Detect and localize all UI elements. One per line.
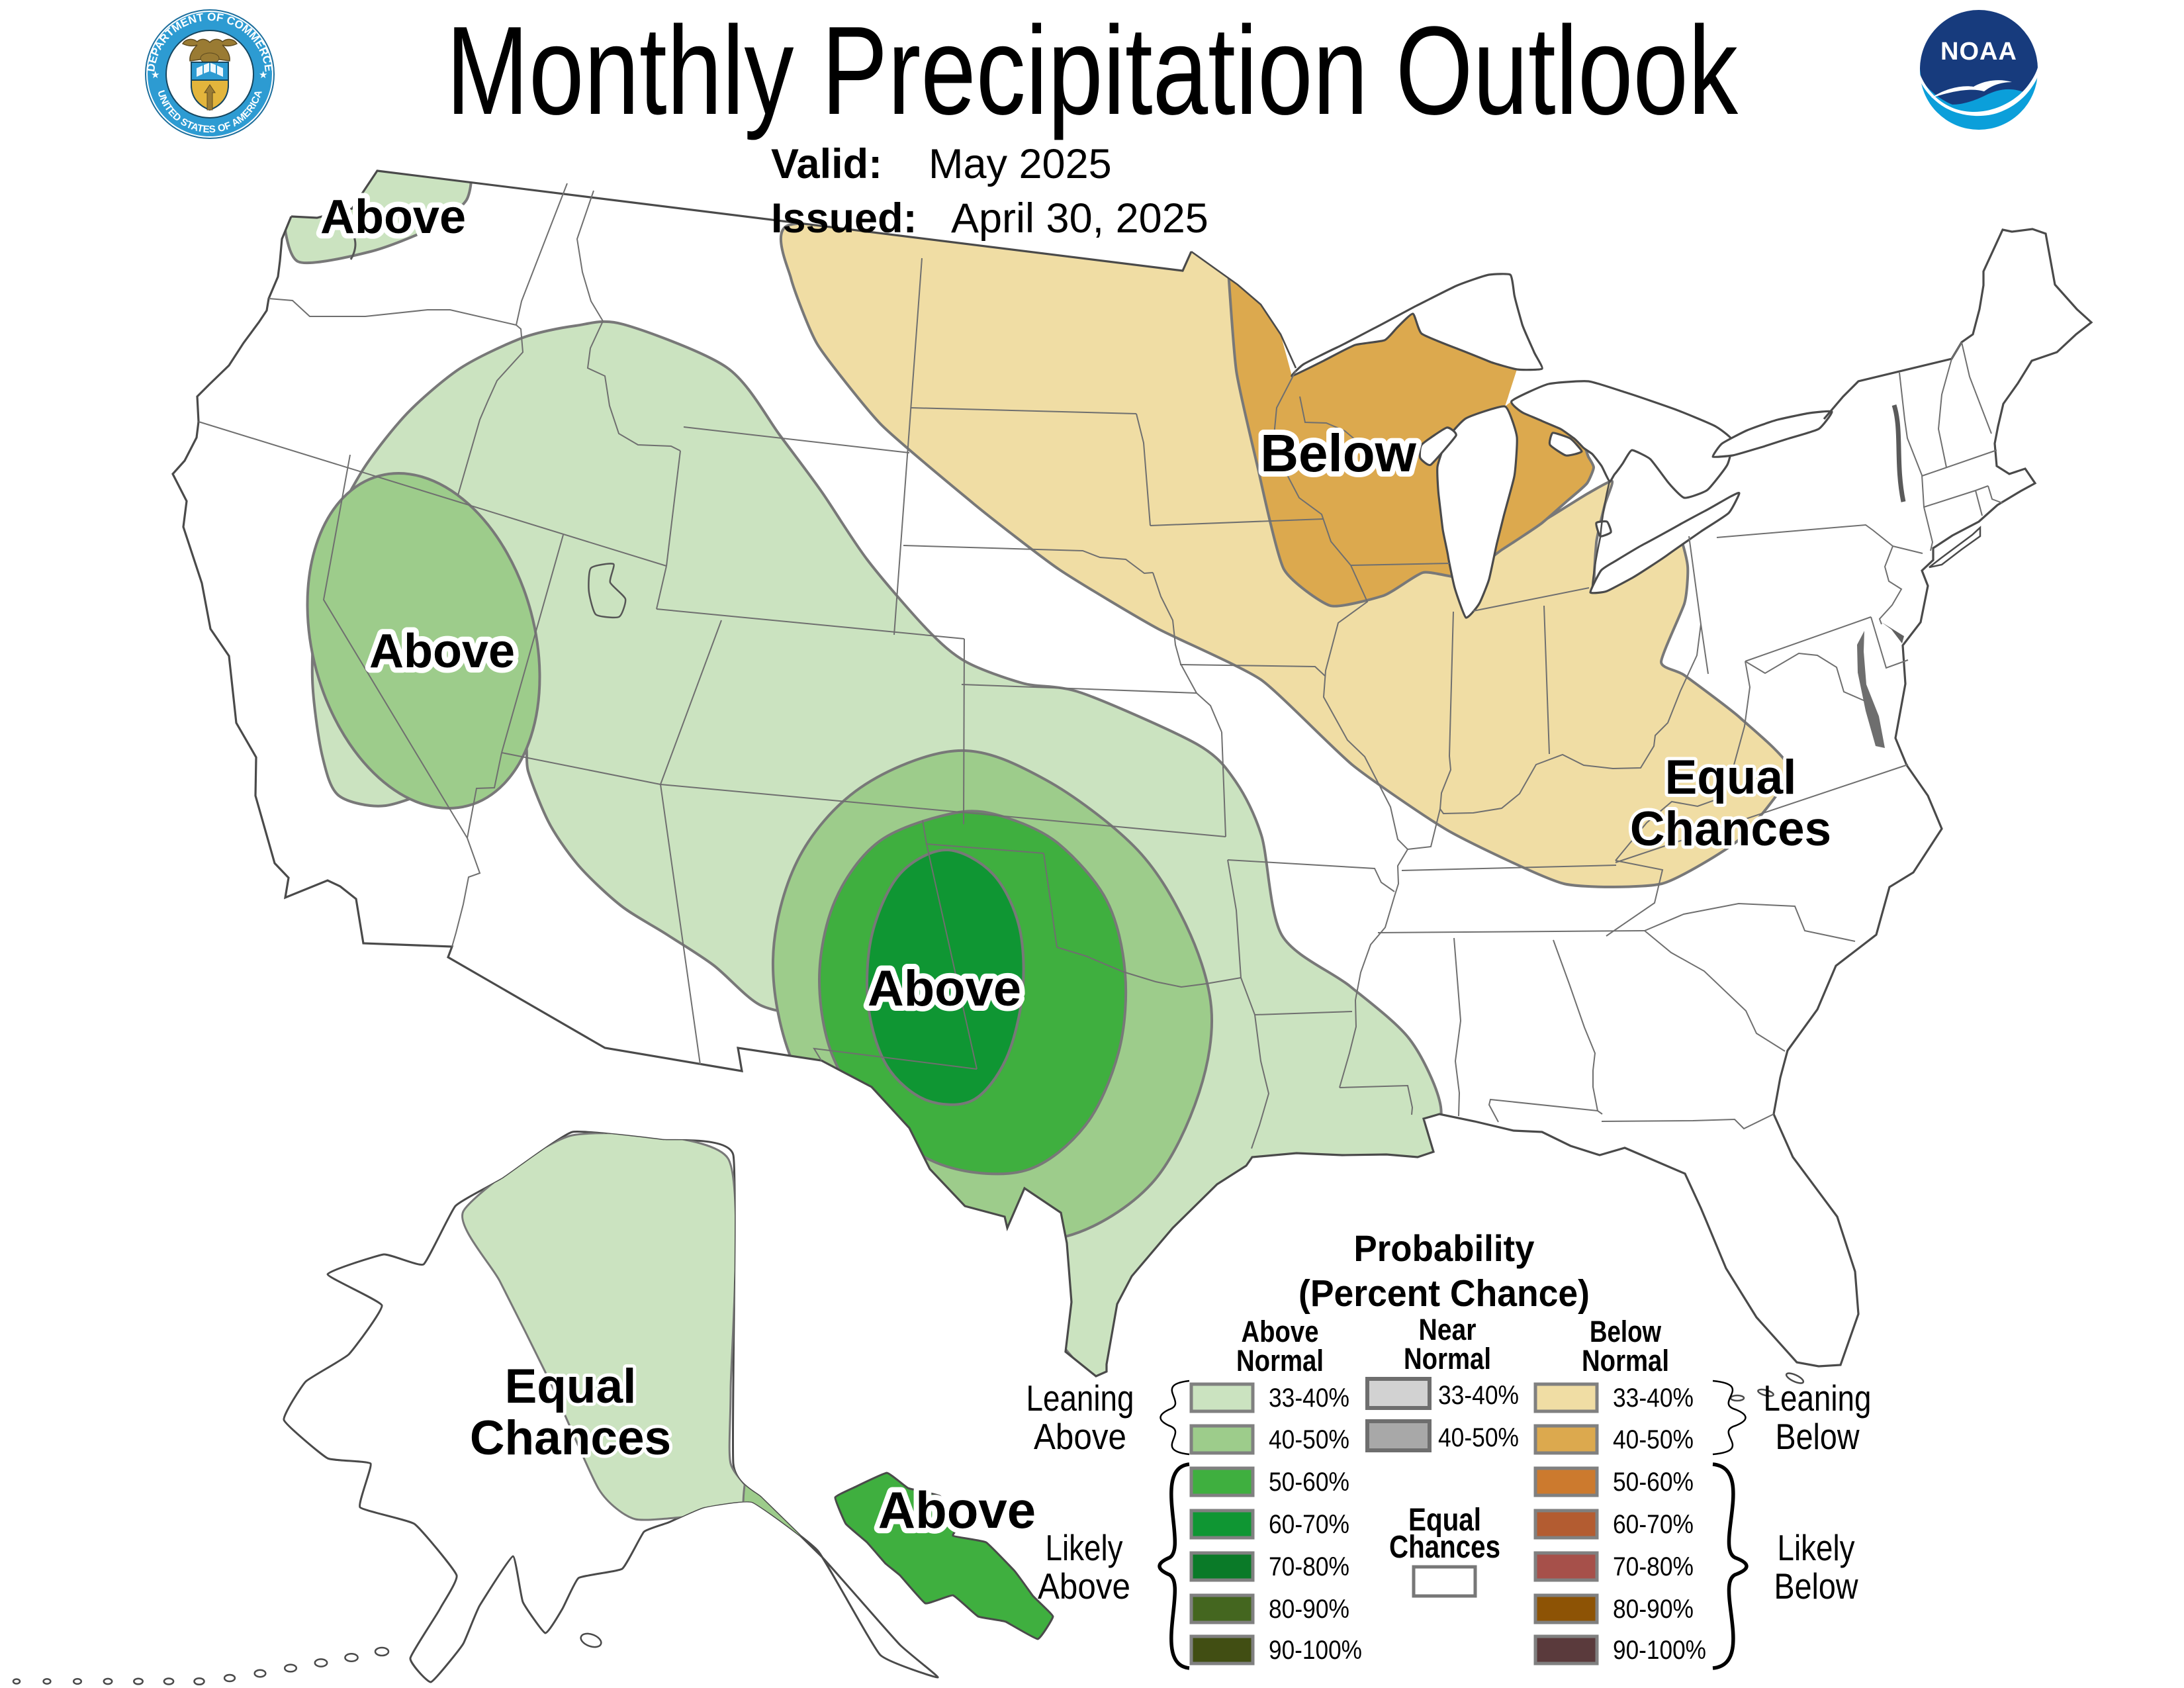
svg-text:Above: Above (868, 961, 1021, 1017)
svg-text:Above: Above (1038, 1566, 1130, 1607)
svg-text:May 2025: May 2025 (929, 141, 1112, 187)
svg-text:★: ★ (259, 70, 267, 81)
svg-text:Leaning: Leaning (1026, 1378, 1134, 1419)
svg-text:Above: Above (320, 191, 466, 244)
svg-text:Normal: Normal (1404, 1342, 1491, 1376)
svg-text:Likely: Likely (1046, 1527, 1123, 1568)
svg-text:50-60%: 50-60% (1269, 1468, 1349, 1497)
svg-text:Equal: Equal (1665, 751, 1797, 804)
svg-text:60-70%: 60-70% (1269, 1510, 1349, 1539)
svg-text:Valid:: Valid: (771, 141, 882, 187)
svg-text:Chances: Chances (1389, 1530, 1500, 1565)
svg-text:40-50%: 40-50% (1613, 1425, 1694, 1454)
svg-text:Above: Above (369, 625, 515, 678)
svg-text:33-40%: 33-40% (1438, 1381, 1519, 1410)
svg-text:★: ★ (151, 70, 159, 81)
svg-text:Probability: Probability (1354, 1227, 1535, 1269)
svg-text:Likely: Likely (1778, 1527, 1855, 1568)
svg-text:70-80%: 70-80% (1269, 1552, 1349, 1581)
svg-text:(Percent Chance): (Percent Chance) (1298, 1272, 1590, 1315)
svg-text:33-40%: 33-40% (1613, 1383, 1694, 1413)
svg-text:80-90%: 80-90% (1269, 1595, 1349, 1624)
svg-text:80-90%: 80-90% (1613, 1595, 1694, 1624)
svg-text:70-80%: 70-80% (1613, 1552, 1694, 1581)
svg-text:Below: Below (1590, 1315, 1662, 1348)
svg-text:Below: Below (1260, 424, 1416, 483)
svg-text:Leaning: Leaning (1764, 1378, 1872, 1419)
svg-text:Normal: Normal (1582, 1344, 1669, 1378)
svg-text:Below: Below (1776, 1416, 1860, 1457)
svg-text:Equal: Equal (1408, 1503, 1481, 1538)
svg-text:Below: Below (1774, 1566, 1858, 1607)
svg-text:April 30, 2025: April 30, 2025 (951, 195, 1208, 242)
svg-text:90-100%: 90-100% (1613, 1636, 1706, 1665)
svg-text:40-50%: 40-50% (1269, 1425, 1349, 1454)
svg-text:Above: Above (1034, 1416, 1126, 1457)
svg-text:Normal: Normal (1236, 1344, 1324, 1378)
svg-text:Near: Near (1419, 1313, 1477, 1346)
svg-text:Chances: Chances (1630, 802, 1831, 856)
svg-text:Equal: Equal (505, 1360, 637, 1413)
svg-text:40-50%: 40-50% (1438, 1423, 1519, 1452)
svg-text:33-40%: 33-40% (1269, 1383, 1349, 1413)
svg-text:Above: Above (878, 1481, 1036, 1539)
svg-text:90-100%: 90-100% (1269, 1636, 1362, 1665)
svg-text:Issued:: Issued: (771, 195, 917, 242)
svg-text:NOAA: NOAA (1940, 38, 2017, 66)
svg-text:Chances: Chances (470, 1411, 671, 1465)
svg-text:Above: Above (1242, 1315, 1319, 1348)
svg-text:50-60%: 50-60% (1613, 1468, 1694, 1497)
svg-text:60-70%: 60-70% (1613, 1510, 1694, 1539)
svg-text:Monthly Precipitation Outlook: Monthly Precipitation Outlook (446, 1, 1739, 141)
